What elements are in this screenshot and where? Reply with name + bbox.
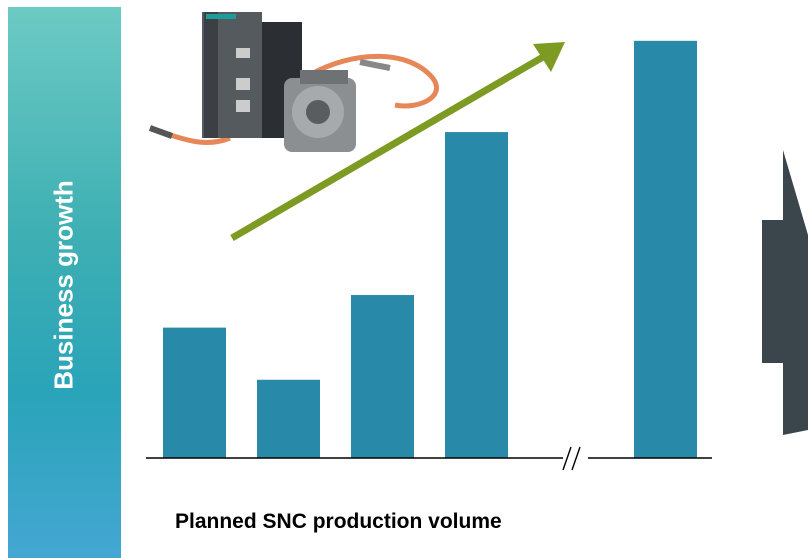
trend-arrow [230,42,565,242]
bar-4 [445,132,508,458]
bar-5 [634,40,697,458]
side-band [8,7,121,558]
right-arrow-icon [762,150,808,435]
bar-1 [163,327,226,458]
servo-drive-and-motor-icon [148,12,439,152]
bar-2 [257,379,320,458]
x-axis-caption: Planned SNC production volume [175,510,502,533]
bars [163,40,697,458]
axis-break-icon [562,446,581,471]
bar-3 [351,295,414,458]
